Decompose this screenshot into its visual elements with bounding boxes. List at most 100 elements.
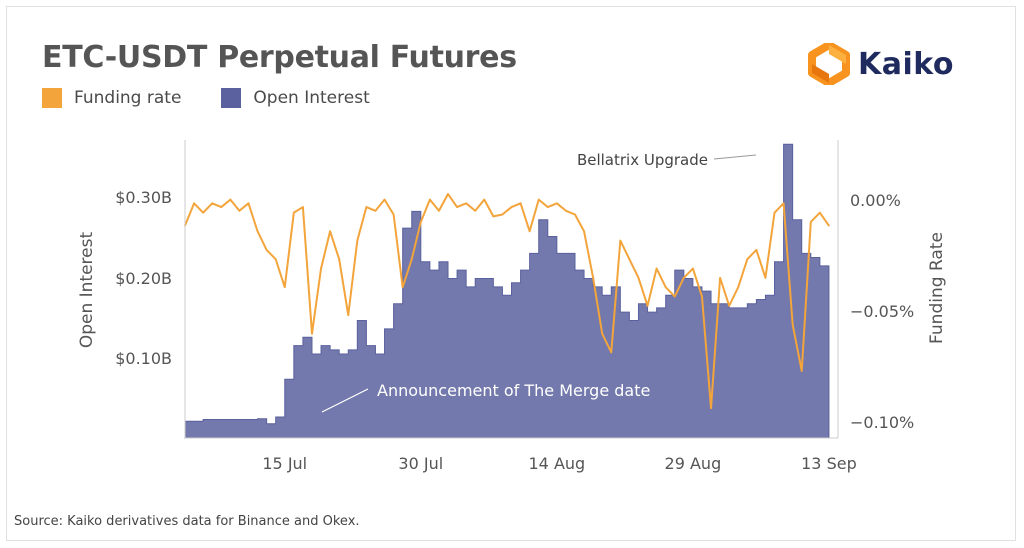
legend-swatch-funding-rate: [42, 88, 62, 108]
funding-rate-point: [429, 198, 431, 201]
legend-swatch-open-interest: [221, 88, 242, 108]
funding-rate-point: [556, 202, 558, 205]
funding-rate-point: [646, 304, 649, 307]
funding-rate-point: [283, 286, 286, 288]
funding-rate-point: [719, 277, 721, 279]
funding-rate-point: [764, 277, 767, 279]
funding-rate-point: [247, 202, 250, 205]
funding-rate-point: [701, 295, 703, 298]
right-tick-label: −0.05%: [850, 302, 914, 321]
legend-label-open-interest: Open Interest: [253, 88, 370, 108]
chart-card: [6, 6, 1016, 541]
funding-rate-point: [800, 370, 803, 372]
funding-rate-point: [782, 202, 785, 205]
funding-rate-point: [311, 332, 313, 335]
funding-rate-point: [537, 198, 540, 201]
funding-rate-point: [220, 206, 223, 208]
funding-rate-point: [728, 304, 730, 307]
funding-rate-point: [610, 351, 613, 354]
funding-rate-point: [628, 258, 631, 261]
merge-annotation-label: Announcement of The Merge date: [377, 381, 650, 400]
funding-rate-point: [211, 202, 214, 205]
funding-rate-point: [519, 202, 522, 205]
funding-rate-point: [565, 209, 567, 212]
funding-rate-point: [828, 224, 830, 227]
merge-annotation-leader: [321, 388, 369, 413]
funding-rate-point: [229, 198, 232, 201]
funding-rate-point: [710, 407, 712, 410]
funding-rate-point: [193, 202, 195, 205]
funding-rate-point: [583, 230, 585, 233]
left-tick-label: $0.10B: [115, 349, 172, 368]
funding-rate-point: [755, 249, 758, 251]
funding-rate-point: [447, 193, 449, 195]
funding-rate-point: [619, 239, 622, 242]
chart-title: ETC-USDT Perpetual Futures: [42, 40, 517, 75]
funding-rate-point: [347, 314, 350, 316]
legend-label-funding-rate: Funding rate: [74, 88, 182, 108]
x-tick-label: 14 Aug: [529, 454, 586, 473]
funding-rate-point: [256, 230, 259, 233]
x-tick-label: 15 Jul: [262, 454, 307, 473]
funding-rate-point: [501, 213, 504, 216]
source-note: Source: Kaiko derivatives data for Binan…: [14, 514, 360, 529]
legend-item-funding-rate: Funding rate: [42, 88, 181, 108]
funding-rate-point: [819, 211, 821, 214]
funding-rate-point: [202, 211, 204, 214]
funding-rate-point: [592, 277, 594, 279]
funding-rate-point: [474, 209, 477, 212]
funding-rate-point: [265, 249, 268, 251]
funding-rate-point: [737, 286, 740, 288]
funding-rate-point: [438, 209, 440, 212]
funding-rate-point: [492, 215, 495, 218]
funding-rate-point: [664, 286, 667, 288]
x-tick-label: 13 Sep: [801, 454, 857, 473]
funding-rate-point: [528, 230, 531, 233]
funding-rate-point: [673, 295, 676, 298]
right-axis-title: Funding Rate: [927, 232, 947, 344]
funding-rate-point: [374, 209, 377, 212]
funding-rate-point: [420, 221, 422, 223]
funding-rate-point: [746, 258, 749, 261]
funding-rate-point: [683, 277, 685, 279]
kaiko-logo-icon: [808, 43, 850, 85]
funding-rate-point: [329, 230, 331, 233]
funding-rate-point: [302, 206, 304, 208]
funding-rate-point: [465, 202, 467, 205]
kaiko-logo: Kaiko: [808, 43, 954, 85]
funding-rate-point: [791, 323, 794, 326]
right-tick-label: −0.10%: [850, 413, 914, 432]
funding-rate-point: [320, 267, 322, 270]
funding-rate-point: [456, 206, 458, 208]
right-tick-label: 0.00%: [850, 191, 901, 210]
x-tick-label: 30 Jul: [398, 454, 443, 473]
funding-rate-point: [601, 332, 603, 335]
legend: Funding rate Open Interest: [42, 88, 410, 108]
funding-rate-point: [274, 258, 277, 261]
bellatrix-annotation-leader: [713, 154, 757, 160]
open-interest-area: [184, 143, 830, 439]
funding-rate-point: [655, 267, 658, 270]
funding-rate-point: [293, 211, 295, 214]
funding-rate-point: [392, 213, 395, 216]
funding-rate-point: [410, 258, 413, 261]
funding-rate-line: [184, 193, 830, 410]
funding-rate-point: [238, 209, 241, 212]
kaiko-logo-text: Kaiko: [858, 46, 955, 82]
funding-rate-point: [401, 286, 404, 288]
left-tick-label: $0.30B: [115, 188, 172, 207]
x-tick-label: 29 Aug: [665, 454, 722, 473]
funding-rate-point: [546, 206, 549, 208]
funding-rate-point: [574, 213, 576, 216]
bellatrix-annotation-label: Bellatrix Upgrade: [577, 151, 708, 169]
funding-rate-point: [809, 221, 812, 223]
legend-item-open-interest: Open Interest: [221, 88, 370, 108]
funding-rate-point: [483, 198, 486, 201]
funding-rate-point: [383, 198, 386, 201]
left-tick-label: $0.20B: [115, 269, 172, 288]
funding-rate-point: [338, 258, 340, 261]
funding-rate-point: [356, 239, 359, 242]
funding-rate-point: [365, 206, 368, 208]
funding-rate-point: [637, 277, 640, 279]
